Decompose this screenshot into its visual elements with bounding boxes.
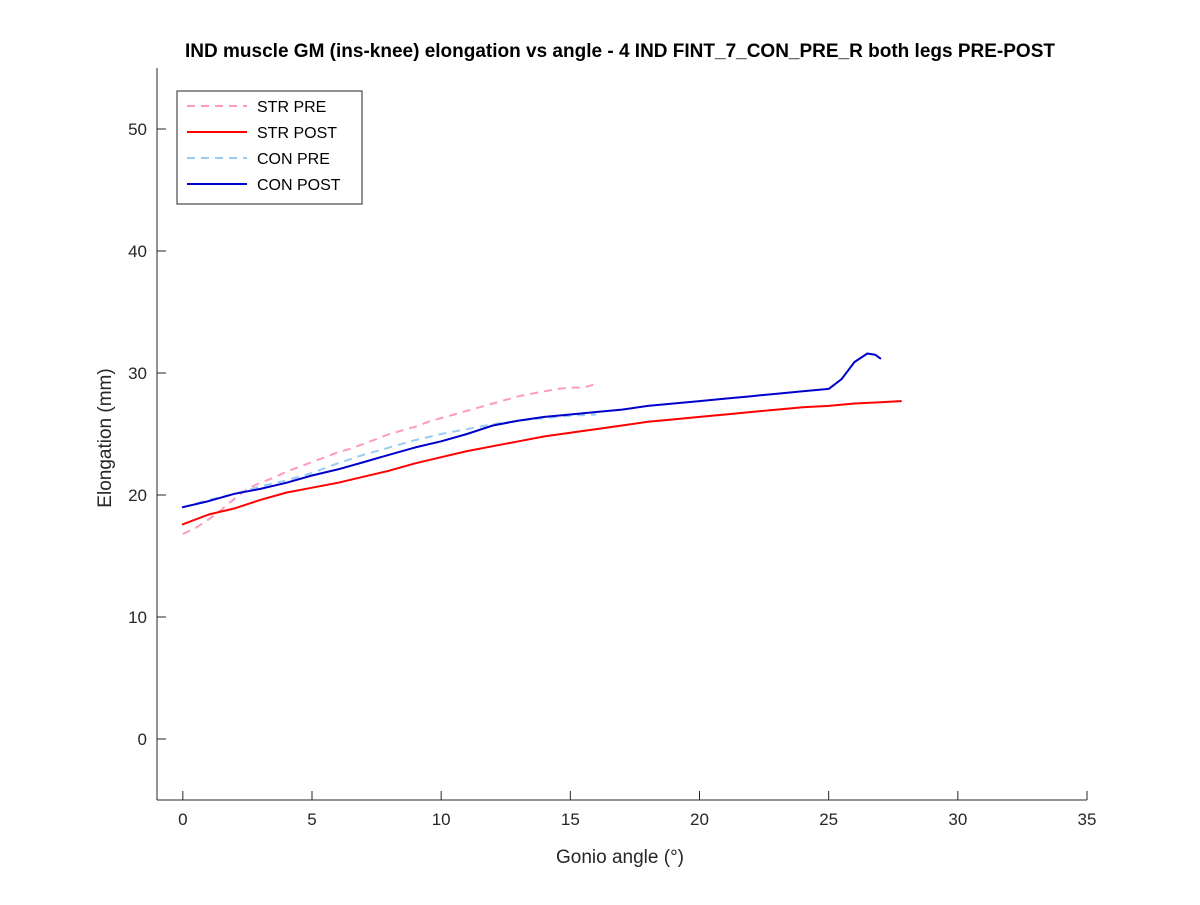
y-tick-label: 50 bbox=[128, 120, 147, 139]
legend-entry-label: CON PRE bbox=[257, 151, 330, 168]
x-tick-label: 5 bbox=[307, 810, 316, 829]
axes: 0 5 10 15 20 25 30 35 0 10 20 30 40 50 bbox=[128, 68, 1096, 829]
x-tick-label: 10 bbox=[432, 810, 451, 829]
series-line-con-post bbox=[181, 352, 882, 509]
y-axis-label: Elongation (mm) bbox=[95, 368, 116, 507]
legend-entry-label: STR POST bbox=[257, 125, 337, 142]
series-line-str-pre bbox=[182, 383, 597, 535]
y-tick-label: 30 bbox=[128, 364, 147, 383]
y-tick-label: 20 bbox=[128, 486, 147, 505]
legend: STR PRE STR POST CON PRE CON POST bbox=[176, 90, 363, 205]
x-tick-label: 30 bbox=[948, 810, 967, 829]
x-tick-label: 0 bbox=[178, 810, 187, 829]
x-tick-label: 35 bbox=[1078, 810, 1097, 829]
chart-title: IND muscle GM (ins-knee) elongation vs a… bbox=[185, 41, 1055, 62]
series-lines bbox=[181, 352, 902, 535]
x-axis-label: Gonio angle (°) bbox=[556, 847, 684, 868]
y-tick-label: 40 bbox=[128, 242, 147, 261]
series-line-str-post bbox=[181, 400, 902, 526]
x-tick-label: 20 bbox=[690, 810, 709, 829]
legend-box bbox=[176, 90, 363, 205]
legend-entry-label: STR PRE bbox=[257, 99, 326, 116]
legend-entry-label: CON POST bbox=[257, 177, 341, 194]
y-tick-label: 0 bbox=[138, 730, 147, 749]
y-tick-label: 10 bbox=[128, 608, 147, 627]
x-tick-label: 25 bbox=[819, 810, 838, 829]
x-tick-label: 15 bbox=[561, 810, 580, 829]
